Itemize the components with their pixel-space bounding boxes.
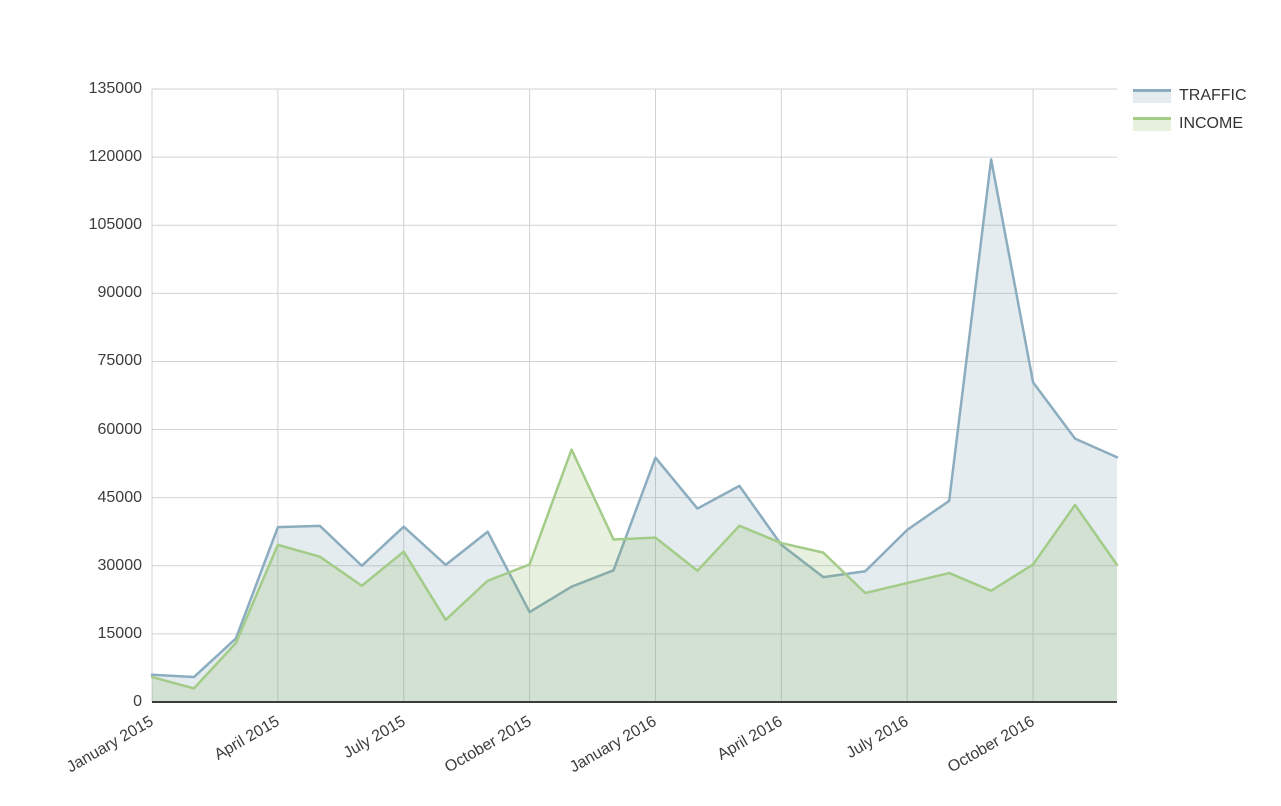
y-axis-tick-label: 45000 [97, 488, 143, 506]
series-area-traffic [152, 159, 1117, 703]
y-axis-tick-label: 60000 [97, 420, 143, 438]
y-axis-tick-label: 30000 [97, 556, 143, 574]
legend-label: TRAFFIC [1179, 87, 1247, 104]
y-axis-tick-label: 120000 [88, 148, 142, 166]
series-line-traffic [150, 158, 1119, 679]
chart-legend: TRAFFIC INCOME [1133, 88, 1247, 144]
y-axis-tick-label: 105000 [88, 216, 142, 234]
y-axis-tick-label: 135000 [88, 80, 142, 97]
y-axis-tick-label: 75000 [97, 352, 143, 370]
legend-item-traffic[interactable]: TRAFFIC [1133, 88, 1247, 104]
legend-item-income[interactable]: INCOME [1133, 116, 1247, 132]
series-area-income [152, 449, 1117, 702]
legend-label: INCOME [1179, 115, 1243, 132]
y-axis-tick-label: 15000 [97, 624, 143, 642]
series-line-income [150, 448, 1119, 690]
legend-swatch-traffic [1133, 89, 1171, 103]
y-axis-tick-label: 90000 [97, 284, 143, 302]
y-axis-tick-label: 0 [133, 693, 142, 710]
legend-swatch-income [1133, 117, 1171, 131]
